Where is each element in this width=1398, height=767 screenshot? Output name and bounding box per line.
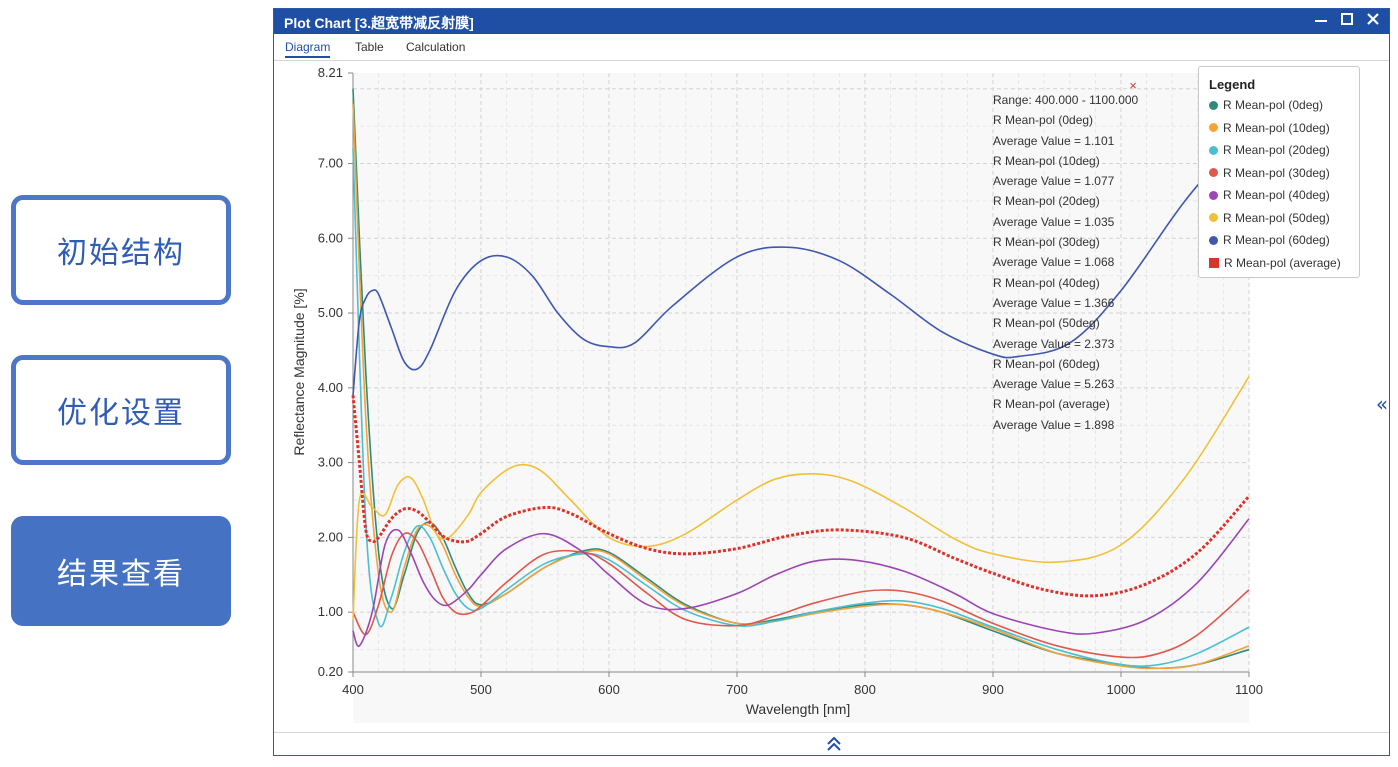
legend-item[interactable]: R Mean-pol (40deg) [1209, 185, 1330, 205]
info-line: Average Value = 5.263 [993, 377, 1115, 392]
close-icon[interactable] [1362, 10, 1384, 32]
y-tick-label: 5.00 [318, 305, 343, 320]
legend-marker [1209, 257, 1219, 268]
info-line: Range: 400.000 - 1100.000 [993, 93, 1139, 107]
series-line-3 [352, 532, 1250, 659]
info-line: Average Value = 1.366 [993, 295, 1115, 310]
legend-marker [1209, 213, 1218, 222]
info-line: R Mean-pol (20deg) [993, 194, 1100, 209]
legend-item[interactable]: R Mean-pol (average) [1209, 253, 1341, 273]
info-line: R Mean-pol (40deg) [993, 275, 1100, 290]
x-tick-label: 500 [470, 682, 492, 697]
info-line: R Mean-pol (50deg) [993, 316, 1100, 331]
legend-marker [1209, 100, 1218, 110]
x-axis-label: Wavelength [nm] [746, 701, 851, 717]
info-line: Average Value = 1.898 [993, 417, 1115, 432]
series-line-5 [352, 376, 1250, 620]
legend-marker [1209, 235, 1218, 245]
expand-up-icon[interactable] [822, 733, 846, 755]
y-tick-label: 7.00 [318, 155, 343, 170]
legend: Legend R Mean-pol (0deg) R Mean-pol (10de… [1198, 66, 1360, 278]
y-tick-label: 4.00 [318, 380, 343, 395]
x-tick-label: 600 [598, 682, 620, 697]
legend-item[interactable]: R Mean-pol (20deg) [1209, 140, 1330, 160]
info-close-icon[interactable]: × [1129, 78, 1137, 93]
y-tick-label: 8.21 [318, 65, 343, 80]
series-line-7 [351, 395, 1251, 598]
legend-marker [1209, 190, 1218, 200]
legend-item[interactable]: R Mean-pol (50deg) [1209, 208, 1330, 228]
tab-table[interactable]: Table [355, 40, 384, 54]
window-titlebar[interactable]: Plot Chart [3.超宽带减反射膜] [274, 9, 1389, 34]
legend-item[interactable]: R Mean-pol (30deg) [1209, 163, 1330, 183]
info-line: Average Value = 1.035 [993, 214, 1115, 229]
minimize-icon[interactable] [1310, 10, 1332, 32]
tab-calculation[interactable]: Calculation [406, 40, 466, 54]
y-axis-label: Reflectance Magnitude [%] [291, 288, 307, 455]
legend-label: R Mean-pol (20deg) [1223, 143, 1330, 157]
y-tick-label: 3.00 [318, 455, 343, 470]
maximize-icon[interactable] [1336, 10, 1358, 32]
legend-label: R Mean-pol (50deg) [1223, 210, 1330, 225]
info-line: R Mean-pol (average) [993, 397, 1110, 412]
series-line-4 [352, 518, 1250, 647]
x-tick-label: 1000 [1107, 682, 1136, 697]
legend-label: R Mean-pol (10deg) [1223, 120, 1330, 135]
axis-ticks: 400 500 600 700 800 900 1000 1100 0.20 1.00 2.00 3.… [318, 65, 1263, 697]
legend-label: R Mean-pol (60deg) [1223, 233, 1330, 247]
series-line-6 [352, 125, 1250, 396]
info-line: R Mean-pol (60deg) [993, 356, 1100, 371]
tab-diagram[interactable]: Diagram [285, 40, 331, 58]
nav-label: 优化设置 [57, 396, 185, 431]
x-tick-label: 700 [726, 682, 748, 697]
y-tick-label: 0.20 [318, 664, 343, 679]
nav-label: 初始结构 [57, 236, 185, 271]
nav-label: 结果查看 [57, 557, 185, 592]
legend-marker [1209, 123, 1218, 132]
legend-label: R Mean-pol (average) [1224, 255, 1341, 270]
average-info-box: Range: 400.000 - 1100.000 R Mean-pol (0de… [993, 90, 1138, 435]
nav-optimization-settings[interactable]: 优化设置 [11, 355, 231, 465]
legend-item[interactable]: R Mean-pol (0deg) [1209, 95, 1323, 115]
legend-title: Legend [1209, 77, 1256, 92]
x-tick-label: 900 [982, 682, 1004, 697]
x-tick-label: 1100 [1235, 682, 1263, 697]
info-line: Average Value = 1.068 [993, 255, 1115, 270]
collapse-panel-icon[interactable]: « [1375, 392, 1389, 416]
legend-marker [1209, 145, 1218, 155]
window-title: Plot Chart [3.超宽带减反射膜] [284, 15, 474, 31]
nav-initial-structure[interactable]: 初始结构 [11, 195, 231, 305]
x-tick-label: 800 [854, 682, 876, 697]
legend-label: R Mean-pol (0deg) [1223, 98, 1324, 112]
tab-bar: Diagram Table Calculation [274, 34, 1389, 61]
info-line: Average Value = 1.077 [993, 174, 1115, 189]
legend-label: R Mean-pol (40deg) [1223, 188, 1330, 202]
legend-item[interactable]: R Mean-pol (10deg) [1209, 118, 1330, 138]
legend-label: R Mean-pol (30deg) [1223, 165, 1330, 180]
y-tick-label: 1.00 [318, 604, 343, 619]
info-line: R Mean-pol (10deg) [993, 153, 1100, 168]
info-line: R Mean-pol (0deg) [993, 113, 1094, 128]
bottom-bar [274, 732, 1389, 755]
legend-item[interactable]: R Mean-pol (60deg) [1209, 230, 1330, 250]
info-line: Average Value = 1.101 [993, 133, 1115, 148]
info-line: Average Value = 2.373 [993, 336, 1115, 351]
legend-marker [1209, 168, 1218, 177]
series-lines [351, 88, 1251, 670]
series-line-1 [352, 103, 1250, 670]
info-line: R Mean-pol (30deg) [993, 235, 1100, 250]
y-tick-label: 6.00 [318, 230, 343, 245]
x-tick-label: 400 [342, 682, 364, 697]
y-tick-label: 2.00 [318, 529, 343, 544]
nav-view-results[interactable]: 结果查看 [11, 516, 231, 626]
